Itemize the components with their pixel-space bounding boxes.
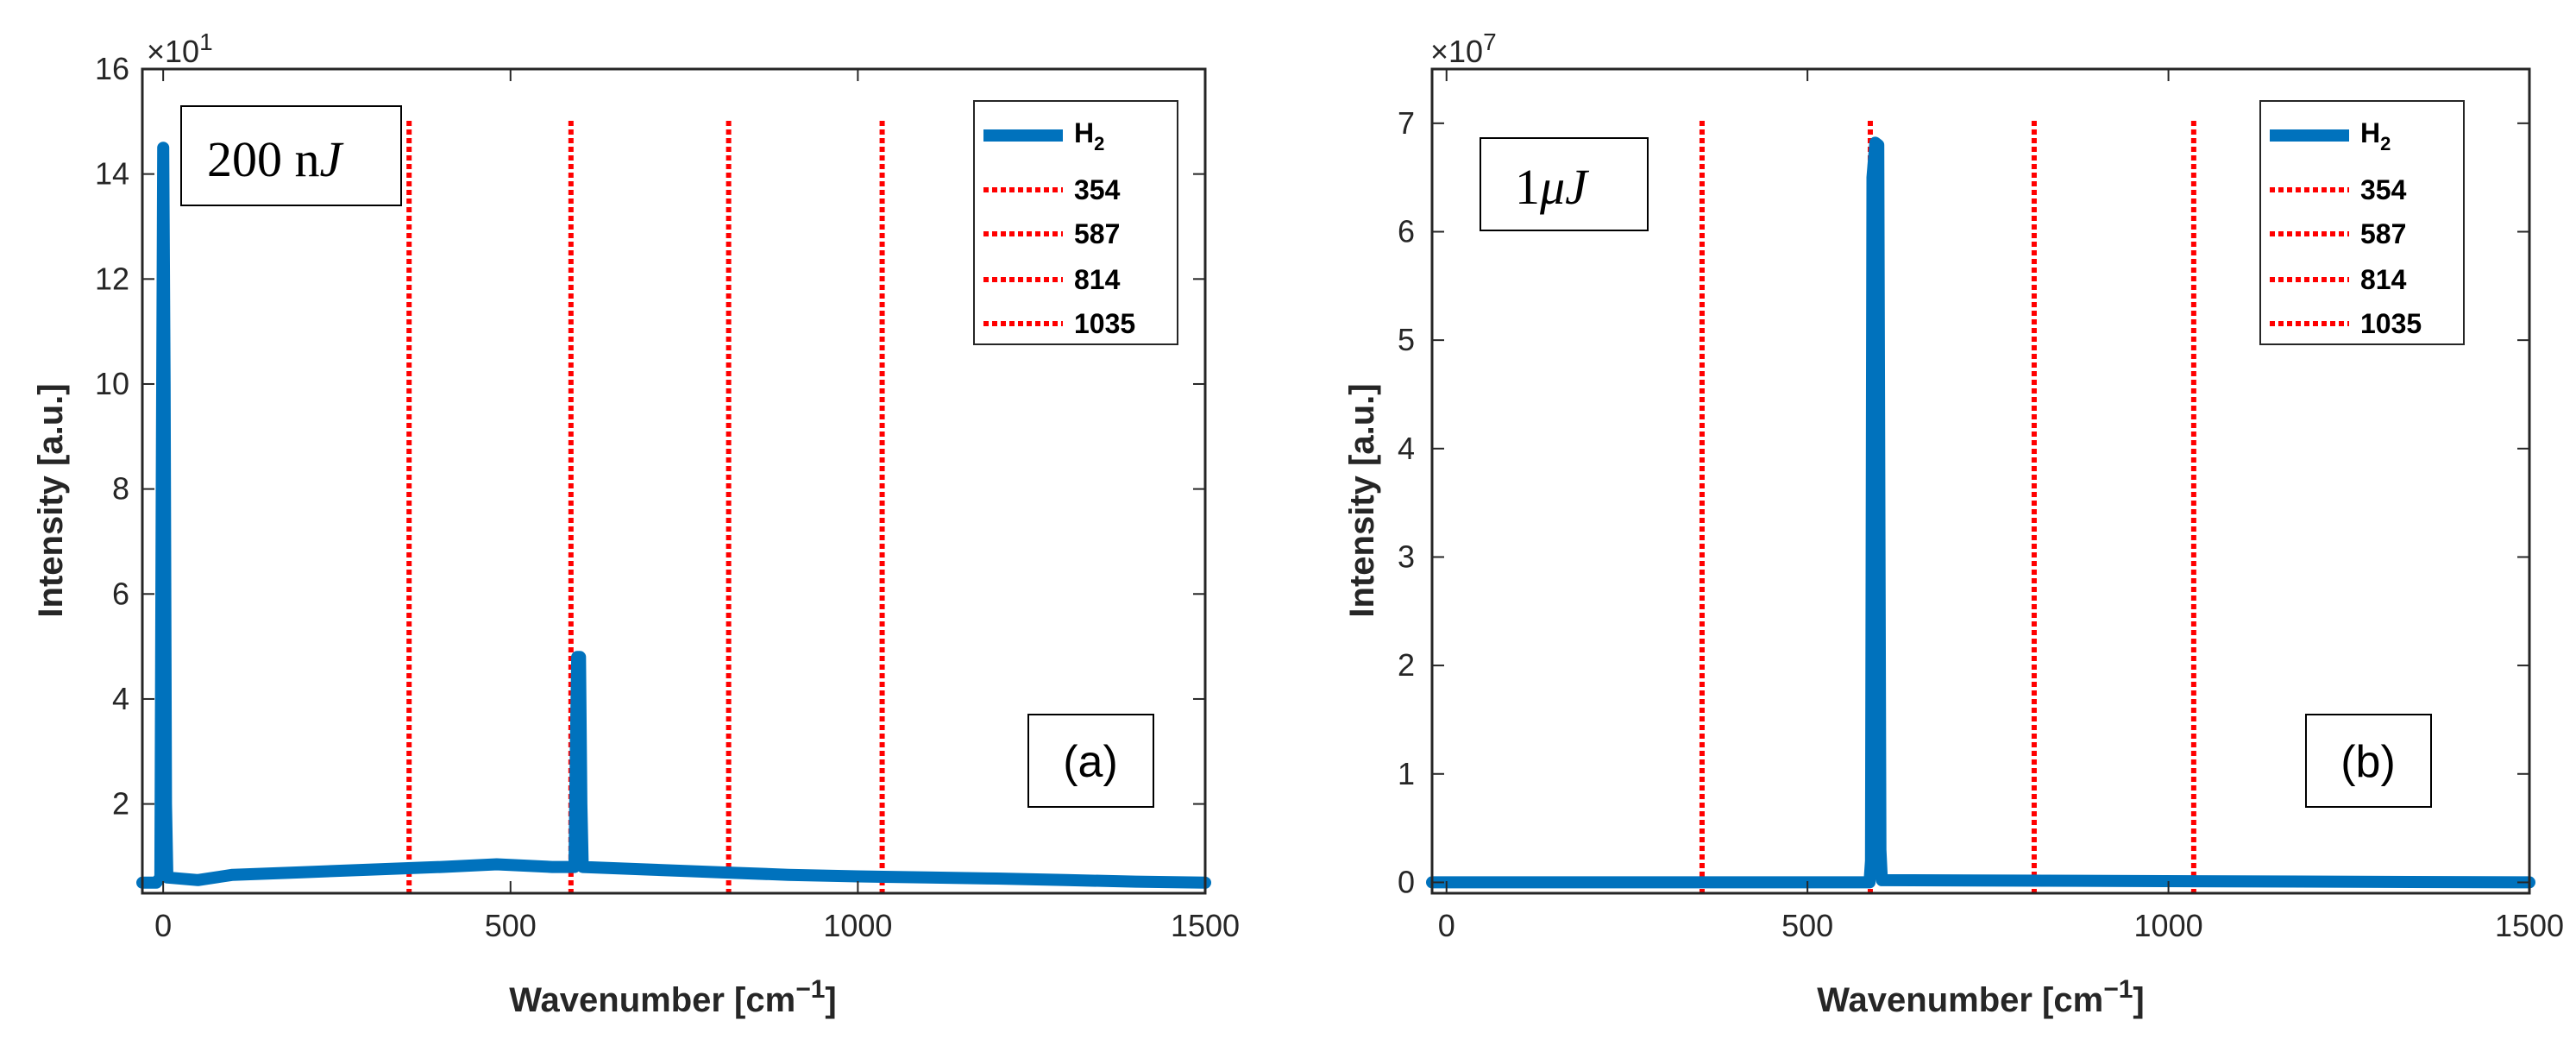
panel-a-x-tick-label: 500 (485, 908, 537, 943)
panel-a-y-tick-label: 16 (95, 51, 129, 86)
panel-b-legend-1035-label: 1035 (2360, 308, 2422, 339)
panel-a-legend-1035-label: 1035 (1074, 308, 1135, 339)
panel-a-legend-354-label: 354 (1074, 174, 1121, 205)
panel-b-x-label: Wavenumber [cm−1] (1817, 975, 2144, 1019)
panel-a-x-tick-label: 0 (154, 908, 172, 943)
panel-a-x-tick-label: 1000 (823, 908, 892, 943)
panel-b-annotation-box (1480, 137, 1649, 231)
panel-a-y-tick-label: 6 (112, 576, 129, 611)
panel-a-x-label-end: ] (825, 981, 836, 1019)
panel-a-y-exponent: ×101 (147, 28, 213, 69)
panel-a-annotation-unit: J (320, 131, 345, 187)
panel-a-series-line-H2 (136, 142, 1211, 889)
panel-a-y-ticks: 2 4 6 8 10 12 14 16 (95, 51, 1205, 822)
panel-b-axes-box (1430, 67, 2531, 895)
panel-a-axes-box (141, 67, 1207, 895)
panel-a-annotation-value: 200 n (207, 131, 320, 187)
panel-a-y-tick-label: 10 (95, 366, 129, 401)
panel-b-energy-annotation: 1μJ (1480, 137, 1649, 231)
panel-a-y-tick-label: 14 (95, 156, 129, 192)
panel-b-y-tick-label: 5 (1398, 322, 1415, 357)
panel-b-annotation-unit: μJ (1539, 159, 1590, 215)
panel-a-energy-annotation: 200 nJ (180, 105, 402, 206)
panel-a-y-tick-label: 12 (95, 261, 129, 296)
panel-b-series-line-H2 (1426, 136, 2535, 889)
panel-b-reference-lines (1699, 121, 2196, 893)
panel-a-y-exponent-power: 1 (199, 28, 213, 55)
panel-a-legend: H2 354 587 814 1035 (973, 100, 1178, 345)
panel-a-annotation-text: 200 nJ (207, 131, 345, 187)
panel-b-x-label-end: ] (2133, 981, 2144, 1019)
panel-a-legend-814-label: 814 (1074, 264, 1121, 295)
panel-b-legend-814-label: 814 (2360, 264, 2407, 295)
panel-a-tag: (a) (1027, 714, 1154, 808)
panel-a-legend-h2-base: H (1074, 117, 1094, 148)
panel-b-legend-354-label: 354 (2360, 174, 2407, 205)
panel-b-x-label-text: Wavenumber [cm (1817, 981, 2103, 1019)
panel-b-y-exponent-base: ×10 (1430, 34, 1483, 69)
panel-b-y-tick-label: 6 (1398, 213, 1415, 249)
panel-b-series (1426, 136, 2535, 889)
panel-a-tag-text: (a) (1063, 737, 1118, 787)
panel-a-x-label: Wavenumber [cm−1] (509, 975, 836, 1019)
panel-a-tag-box (1027, 714, 1154, 808)
panel-b-tag: (b) (2305, 714, 2432, 808)
panel-b-y-tick-label: 1 (1398, 756, 1415, 791)
panel-b-y-tick-label: 0 (1398, 864, 1415, 899)
panel-b-x-label-sup: −1 (2103, 975, 2133, 1004)
panel-b-annotation-text: 1μJ (1515, 159, 1590, 215)
panel-a-annotation-box (180, 105, 402, 206)
panel-b-tag-text: (b) (2340, 737, 2396, 787)
panel-b-legend-587-label: 587 (2360, 218, 2406, 249)
panel-a-x-label-text: Wavenumber [cm (509, 981, 795, 1019)
panel-b-y-exponent: ×107 (1430, 28, 1497, 69)
panel-a-y-exponent-base: ×10 (147, 34, 199, 69)
panel-a-x-ticks: 0 500 1000 1500 (154, 69, 1240, 943)
panel-b-tag-box (2305, 714, 2432, 808)
panel-b-y-tick-label: 2 (1398, 647, 1415, 683)
panel-a-legend-h2-label: H2 (1074, 117, 1104, 154)
panel-b-legend-h2-base: H (2360, 117, 2380, 148)
panel-a-y-label: Intensity [a.u.] (32, 383, 70, 617)
panel-b-x-tick-label: 1000 (2134, 908, 2203, 943)
panel-a-y-tick-label: 8 (112, 471, 129, 507)
panel-a-y-tick-label: 4 (112, 681, 129, 716)
panel-b-x-tick-label: 500 (1781, 908, 1833, 943)
panel-b-y-tick-label: 3 (1398, 539, 1415, 574)
panel-a-x-tick-label: 1500 (1171, 908, 1240, 943)
panel-b-y-ticks: 0 1 2 3 4 5 6 7 (1398, 105, 2529, 899)
panel-a-legend-h2-sub: 2 (1094, 133, 1104, 154)
panel-b-legend-h2-sub: 2 (2380, 133, 2391, 154)
panel-b-legend: H2 354 587 814 1035 (2259, 100, 2465, 345)
panel-b-legend-h2-label: H2 (2360, 117, 2391, 154)
panel-b-y-tick-label: 7 (1398, 105, 1415, 141)
panel-b-annotation-value: 1 (1515, 159, 1540, 215)
panel-a-series (136, 142, 1211, 889)
panel-a-x-label-sup: −1 (795, 975, 825, 1004)
panel-a-legend-587-label: 587 (1074, 218, 1120, 249)
panel-a-y-tick-label: 2 (112, 786, 129, 822)
panel-b-y-exponent-power: 7 (1483, 28, 1497, 55)
panel-b-x-ticks: 0 500 1000 1500 (1438, 69, 2564, 943)
panel-b-y-tick-label: 4 (1398, 431, 1415, 466)
panel-b-x-tick-label: 1500 (2495, 908, 2564, 943)
panel-b-x-tick-label: 0 (1438, 908, 1455, 943)
panel-b-y-label: Intensity [a.u.] (1343, 383, 1381, 617)
